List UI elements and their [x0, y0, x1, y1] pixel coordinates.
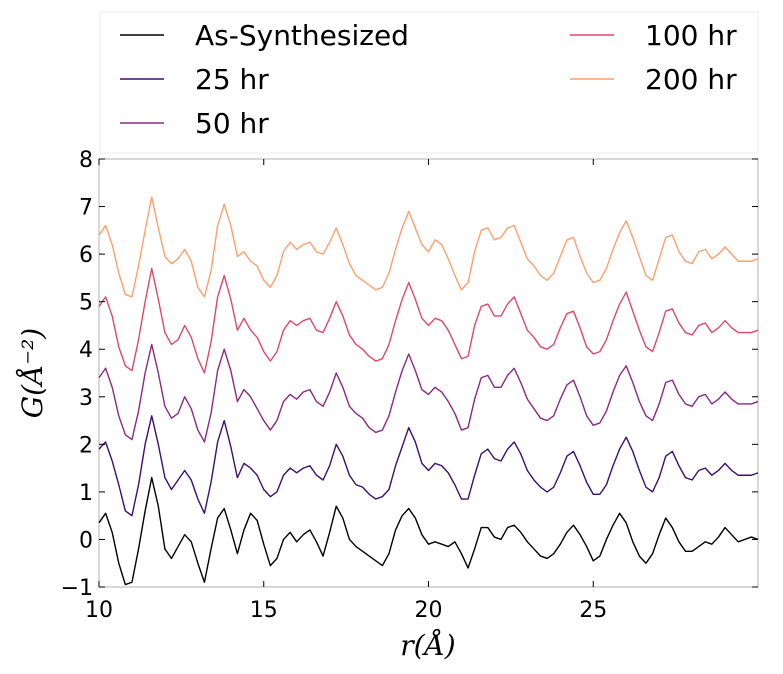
x-axis-label: r(Å) [400, 629, 455, 662]
y-tick-label-5: 4 [79, 338, 93, 363]
series-line-1 [98, 415, 759, 517]
y-axis-label: G(Å⁻²) [16, 328, 49, 418]
y-tick-label-4: 3 [79, 386, 93, 411]
legend-frame [99, 11, 759, 154]
y-tick-label-2: 1 [79, 481, 93, 506]
x-tick-labels: 10 15 20 25 [85, 598, 607, 623]
legend-label-3: 100 hr [645, 19, 737, 52]
plot-area [98, 158, 759, 588]
y-tick-label-1: 0 [79, 528, 93, 553]
y-tick-label-7: 6 [79, 243, 93, 268]
series-line-2 [98, 343, 759, 443]
legend-label-0: As-Synthesized [195, 19, 409, 52]
x-tick-label-1: 15 [250, 598, 278, 623]
y-tick-label-9: 8 [79, 148, 93, 173]
series-line-0 [98, 476, 759, 586]
x-tick-label-2: 20 [415, 598, 443, 623]
plot-frame [98, 158, 759, 588]
series-line-3 [98, 267, 759, 374]
series-line-4 [98, 196, 759, 298]
y-tick-labels: −1 0 1 2 3 4 5 6 7 8 [61, 148, 93, 601]
y-tick-label-6: 5 [79, 291, 93, 316]
x-tick-label-0: 10 [85, 598, 113, 623]
legend-label-4: 200 hr [645, 63, 737, 96]
legend-label-1: 25 hr [195, 63, 269, 96]
legend: As-Synthesized 25 hr 50 hr 100 hr 200 hr [99, 11, 759, 154]
x-tick-label-3: 25 [579, 598, 607, 623]
legend-label-2: 50 hr [195, 107, 269, 140]
y-tick-label-8: 7 [79, 196, 93, 221]
tick-marks [98, 158, 758, 588]
y-tick-label-3: 2 [79, 433, 93, 458]
series-layer [98, 196, 759, 586]
y-tick-label-0: −1 [61, 576, 93, 601]
